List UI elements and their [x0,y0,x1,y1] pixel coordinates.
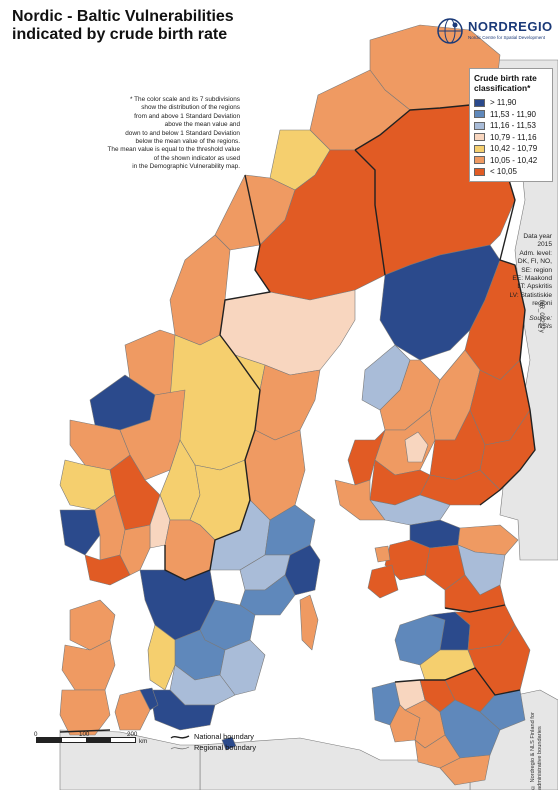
metadata-line: Adm. level: [519,249,552,257]
region-gotland [299,594,319,651]
boundary-latvia-lithuania [394,667,521,696]
boundary-finland-russia [479,99,536,506]
legend-class: 11,16 - 11,53 [474,120,548,132]
region-uusimaa [369,494,451,526]
legend-class: > 11,90 [474,97,548,109]
region-capital-dk [139,687,159,711]
legend-title-line1: Crude birth rate [474,73,537,83]
legend-swatch [474,167,485,176]
legend-class-label: 11,16 - 11,53 [490,121,536,131]
map-title: Nordic - Baltic Vulnerabilities indicate… [12,8,234,44]
nordregio-logo: NORDREGIO Nordic Centre for Spatial Deve… [436,16,554,46]
legend-class-label: 10,79 - 11,16 [490,132,537,142]
national-boundary-symbol [170,734,190,739]
source-label: Source: [529,314,552,322]
boundary-sweden-finland [354,149,386,276]
metadata-line: LT: Apskritis [517,283,552,291]
region-saaremaa [367,564,399,599]
legend-swatch [474,121,485,130]
boundary-legend: National boundary Regional boundary [170,732,310,754]
metadata-line: EE: Maakond [512,275,552,283]
legend-class: 10,05 - 10,42 [474,155,548,167]
region-bornholm [221,736,237,751]
legend-class: 11,53 - 11,90 [474,109,548,121]
region-vasternorrland [254,364,321,441]
logo-tagline: Nordic Centre for Spatial Development [468,35,546,40]
legend-class-label: < 10,05 [490,167,517,177]
region-central-jutland [61,639,116,691]
metadata-line: DK, FI, NO, [517,258,552,266]
source-block: Source: NSIs [462,315,552,332]
methodology-note: * The color scale and its 7 subdivisions… [26,96,240,172]
source-value: NSIs [537,323,552,331]
note-line: The mean value is equal to the threshold… [107,146,240,154]
note-line: down to and below 1 Standard Deviation [125,129,240,137]
metadata-lines: Data year 2015 Adm. level: DK, FI, NO, SE: r… [462,233,552,309]
region-south-denmark [59,689,111,736]
legend-swatch [474,110,485,119]
national-boundary-label: National boundary [194,732,254,741]
copyright-note: © Nordregio & NLS Finland for administra… [530,618,544,790]
map-title-line2: indicated by crude birth rate [12,26,228,43]
legend-class-label: 10,42 - 10,79 [490,144,538,154]
scale-segment [61,738,86,742]
legend-classes: > 11,90 11,53 - 11,90 11,16 - 11,53 10,79 -… [474,97,548,178]
scale-segment [37,738,62,742]
region-hiiumaa [374,545,391,563]
legend-swatch [474,98,485,107]
region-alytus [439,754,491,786]
legend-swatch [474,133,485,142]
data-metadata: Data year 2015 Adm. level: DK, FI, NO, SE: r… [462,233,552,331]
boundary-estonia-latvia [444,604,506,613]
scale-bar [36,737,136,743]
map-reference-code: NR_02227y [538,300,545,333]
legend-class: < 10,05 [474,166,548,178]
legend-title: Crude birth rate classification* [474,73,548,93]
copyright-line2: administrative boundaries [537,726,543,790]
region-germany [59,729,201,790]
metadata-line: LV: Statistiskie [509,291,552,299]
logo-name: NORDREGIO [468,19,553,34]
metadata-line: SE: region [521,266,552,274]
legend-class-label: 11,53 - 11,90 [490,109,536,119]
legend-regional-boundary: Regional boundary [170,743,256,752]
map-legend: Crude birth rate classification* > 11,90… [469,68,553,182]
copyright-line1: © Nordregio & NLS Finland for [530,712,536,790]
boundary-denmark-germany [59,729,111,733]
map-title-line1: Nordic - Baltic Vulnerabilities [12,8,234,25]
region-southwest-finland [334,479,386,521]
region-skane [149,689,216,731]
scale-label-0: 0 [34,731,38,738]
metadata-line: regioni [532,300,552,308]
note-line: show the distribution of the regions [141,104,240,112]
metadata-line: 2015 [537,241,552,249]
globe-icon [437,18,463,44]
scale-label-100: 100 [79,731,90,738]
legend-class: 10,42 - 10,79 [474,143,548,155]
legend-class-label: 10,05 - 10,42 [490,155,538,165]
scale-segment [86,738,111,742]
note-line: of the shown indicator as used [153,154,240,162]
legend-class: 10,79 - 11,16 [474,132,548,144]
note-line: from and above 1 Standard Deviation [134,112,240,120]
scale-label-200: 200 [127,731,138,738]
note-line: in the Demographic Vulnerability map. [132,163,240,171]
legend-swatch [474,144,485,153]
regional-boundary-symbol [170,746,190,749]
scale-unit: km [139,738,148,745]
region-satakunta [347,429,386,486]
metadata-line: Data year [523,233,552,240]
note-line: * The color scale and its 7 subdivisions [129,96,240,103]
note-line: below the mean value of the regions. [135,138,240,146]
boundary-norway-sweden [164,174,271,581]
legend-title-line2: classification* [474,83,531,93]
legend-national-boundary: National boundary [170,732,254,741]
region-tampere-inner [404,431,429,463]
scale-segment [110,738,135,742]
region-rogaland [59,509,101,556]
legend-swatch [474,156,485,165]
note-line: above the mean value and [164,121,240,129]
legend-class-label: > 11,90 [490,98,517,108]
regional-boundary-label: Regional boundary [194,743,257,752]
